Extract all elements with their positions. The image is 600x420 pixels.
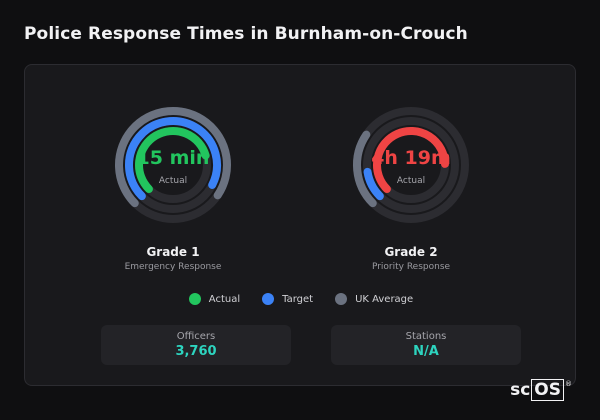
officers-value: 3,760 (175, 344, 217, 359)
officers-stat: Officers 3,760 (101, 325, 291, 365)
grade-1-gauge: 15 min Actual (111, 103, 235, 227)
grade-2-actual-value: 4h 19m (371, 147, 451, 169)
grade-1-ring-chart (115, 107, 231, 223)
ring-arc-uk-average (353, 130, 377, 208)
grade-2-title: Grade 2 (384, 245, 438, 259)
stations-label: Stations (405, 331, 447, 342)
grade-2-ring-chart (353, 107, 469, 223)
ring-arc-actual (373, 127, 449, 194)
legend-dot-target (262, 293, 275, 305)
legend-item-target: Target (262, 293, 313, 305)
logo-registered-mark: ® (565, 380, 572, 388)
legend-dot-actual (188, 293, 201, 305)
logo-boxed-text: OS (531, 379, 564, 401)
stations-value: N/A (413, 344, 439, 359)
page-title: Police Response Times in Burnham-on-Crou… (24, 24, 468, 44)
grade-2-gauge: 4h 19m Actual (349, 103, 473, 227)
officers-label: Officers (176, 331, 216, 342)
scos-logo: sc OS ® (510, 379, 572, 401)
ring-track-target (363, 117, 459, 213)
legend-item-actual: Actual (188, 293, 241, 305)
legend: Actual Target UK Average (25, 293, 577, 305)
legend-label-target: Target (282, 293, 314, 305)
grade-2-actual-caption: Actual (396, 176, 426, 186)
grade-1-subtitle: Emergency Response (124, 262, 222, 272)
response-times-card: 15 min Actual Grade 1 Emergency Response… (24, 64, 576, 386)
legend-label-actual: Actual (208, 293, 241, 305)
legend-label-uk-average: UK Average (355, 293, 414, 305)
ring-arc-target (125, 117, 221, 201)
ring-arc-target (363, 167, 384, 201)
logo-text: sc (510, 380, 531, 400)
legend-item-uk-average: UK Average (335, 293, 413, 305)
grade-1-actual-caption: Actual (158, 176, 188, 186)
ring-arc-actual (135, 127, 210, 194)
ring-arc-uk-average (115, 107, 231, 208)
grade-2-subtitle: Priority Response (371, 262, 451, 272)
legend-dot-uk-average (335, 293, 348, 305)
stations-stat: Stations N/A (331, 325, 521, 365)
grade-1-actual-value: 15 min (136, 147, 210, 169)
grade-1-title: Grade 1 (146, 245, 200, 259)
